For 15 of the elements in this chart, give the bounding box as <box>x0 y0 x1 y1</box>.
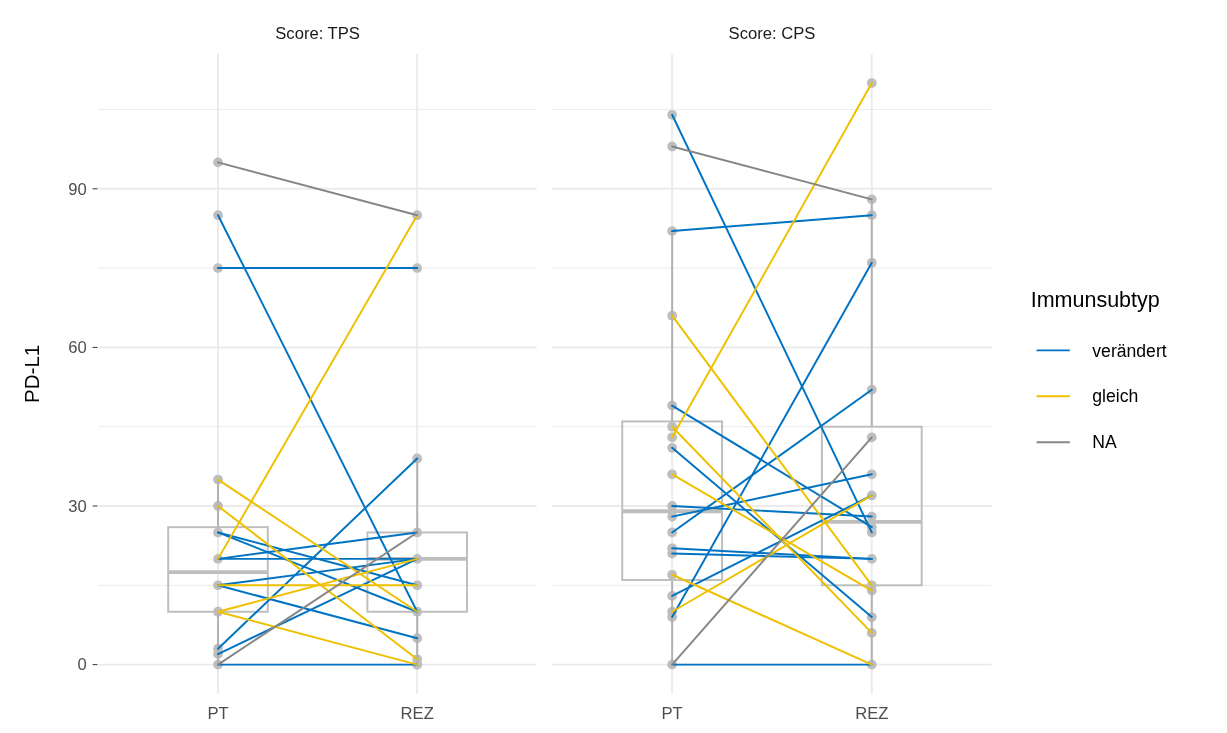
legend-label: gleich <box>1092 386 1139 407</box>
y-tick-label: 60 <box>68 338 87 358</box>
x-tick-label: PT <box>661 704 683 724</box>
x-tick-label: REZ <box>855 704 889 724</box>
legend-title: Immunsubtyp <box>1030 288 1160 313</box>
y-tick-label: 0 <box>77 655 87 675</box>
chart-title: Score: TPS <box>275 24 360 44</box>
chart-title: Score: CPS <box>728 24 816 44</box>
y-tick-label: 30 <box>68 496 87 516</box>
x-tick-label: REZ <box>400 704 434 724</box>
legend-label: verändert <box>1092 340 1167 361</box>
y-tick-label: 90 <box>68 179 87 199</box>
x-tick-label: PT <box>207 704 229 724</box>
y-axis-title: PD-L1 <box>19 344 43 403</box>
legend-label: NA <box>1092 432 1118 453</box>
